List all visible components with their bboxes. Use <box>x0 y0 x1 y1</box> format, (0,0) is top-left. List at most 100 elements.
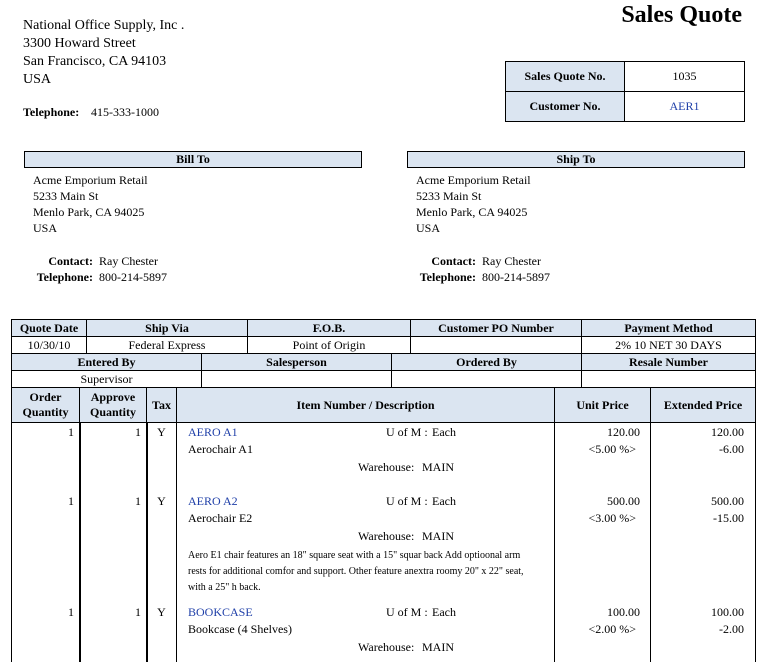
party-line: Menlo Park, CA 94025 <box>416 205 528 219</box>
party-line: USA <box>416 221 441 235</box>
items-header: Order Quantity <box>11 387 80 423</box>
tax: Y <box>157 425 166 439</box>
unit-price: 120.00 <box>607 425 640 439</box>
column-line <box>176 422 177 662</box>
warehouse: MAIN <box>422 529 454 543</box>
order-header: Resale Number <box>581 353 756 371</box>
telephone: 415-333-1000 <box>91 105 159 119</box>
item-number: BOOKCASE <box>188 605 253 619</box>
items-header: Unit Price <box>554 387 651 423</box>
column-line <box>79 422 81 662</box>
unit-price: 500.00 <box>607 494 640 508</box>
column-line <box>146 422 148 662</box>
uom-label: U of M : <box>386 494 428 508</box>
telephone-label: Telephone: <box>23 105 80 119</box>
discount-amount: -6.00 <box>719 442 744 456</box>
warehouse-label: Warehouse: <box>358 460 415 474</box>
description: Bookcase (4 Shelves) <box>188 622 292 636</box>
quote-info-label: Customer No. <box>505 91 625 122</box>
discount: <2.00 %> <box>588 622 636 636</box>
approve-qty: 1 <box>135 605 141 619</box>
party-line: 5233 Main St <box>33 189 99 203</box>
item-note: Aero E1 chair features an 18" square sea… <box>188 550 524 593</box>
order-header: Quote Date <box>11 319 87 337</box>
contact-label: Contact: <box>48 254 93 268</box>
discount-amount: -15.00 <box>713 511 744 525</box>
order-header: F.O.B. <box>247 319 411 337</box>
uom-label: U of M : <box>386 605 428 619</box>
party-heading: Bill To <box>24 151 362 168</box>
party-line: Acme Emporium Retail <box>416 173 531 187</box>
contact: Ray Chester <box>482 254 541 268</box>
order-header: Ship Via <box>86 319 248 337</box>
company-name: National Office Supply, Inc . <box>23 18 185 33</box>
contact: Ray Chester <box>99 254 158 268</box>
company-address: 3300 Howard Street <box>23 36 136 51</box>
column-line <box>554 422 555 662</box>
telephone-label: Telephone: <box>36 270 93 284</box>
quote-info-value: AER1 <box>624 91 745 122</box>
order-qty: 1 <box>68 605 74 619</box>
order-value <box>201 370 392 388</box>
title: Sales Quote <box>621 2 742 28</box>
approve-qty: 1 <box>135 494 141 508</box>
warehouse-label: Warehouse: <box>358 640 415 654</box>
discount: <5.00 %> <box>588 442 636 456</box>
uom: Each <box>432 605 456 619</box>
warehouse-label: Warehouse: <box>358 529 415 543</box>
uom: Each <box>432 425 456 439</box>
company-address: San Francisco, CA 94103 <box>23 54 167 69</box>
contact-label: Contact: <box>431 254 476 268</box>
order-value: Federal Express <box>86 336 248 354</box>
party-heading: Ship To <box>407 151 745 168</box>
tax: Y <box>157 605 166 619</box>
column-line <box>755 422 756 662</box>
order-value <box>391 370 582 388</box>
order-value: 2% 10 NET 30 DAYS <box>581 336 756 354</box>
column-line <box>650 422 651 662</box>
item-number: AERO A2 <box>188 494 238 508</box>
discount-amount: -2.00 <box>719 622 744 636</box>
items-header: Item Number / Description <box>176 387 555 423</box>
party-line: Menlo Park, CA 94025 <box>33 205 145 219</box>
extended-price: 120.00 <box>711 425 744 439</box>
order-value: Supervisor <box>11 370 202 388</box>
party-line: USA <box>33 221 58 235</box>
items-header: Approve Quantity <box>79 387 147 423</box>
order-header: Entered By <box>11 353 202 371</box>
order-header: Customer PO Number <box>410 319 582 337</box>
tax: Y <box>157 494 166 508</box>
order-value: Point of Origin <box>247 336 411 354</box>
uom-label: U of M : <box>386 425 428 439</box>
telephone-label: Telephone: <box>419 270 476 284</box>
extended-price: 500.00 <box>711 494 744 508</box>
quote-info-label: Sales Quote No. <box>505 61 625 92</box>
order-qty: 1 <box>68 425 74 439</box>
description: Aerochair A1 <box>188 442 253 456</box>
extended-price: 100.00 <box>711 605 744 619</box>
column-line <box>11 422 12 662</box>
company-address: USA <box>23 72 52 87</box>
unit-price: 100.00 <box>607 605 640 619</box>
order-value <box>410 336 582 354</box>
approve-qty: 1 <box>135 425 141 439</box>
order-value: 10/30/10 <box>11 336 87 354</box>
order-header: Salesperson <box>201 353 392 371</box>
warehouse: MAIN <box>422 640 454 654</box>
uom: Each <box>432 494 456 508</box>
order-header: Ordered By <box>391 353 582 371</box>
party-line: Acme Emporium Retail <box>33 173 148 187</box>
warehouse: MAIN <box>422 460 454 474</box>
order-qty: 1 <box>68 494 74 508</box>
order-value <box>581 370 756 388</box>
party-line: 5233 Main St <box>416 189 482 203</box>
items-header: Tax <box>146 387 177 423</box>
items-header: Extended Price <box>650 387 756 423</box>
discount: <3.00 %> <box>588 511 636 525</box>
description: Aerochair E2 <box>188 511 253 525</box>
telephone: 800-214-5897 <box>482 270 550 284</box>
telephone: 800-214-5897 <box>99 270 167 284</box>
quote-info-value: 1035 <box>624 61 745 92</box>
item-number: AERO A1 <box>188 425 238 439</box>
